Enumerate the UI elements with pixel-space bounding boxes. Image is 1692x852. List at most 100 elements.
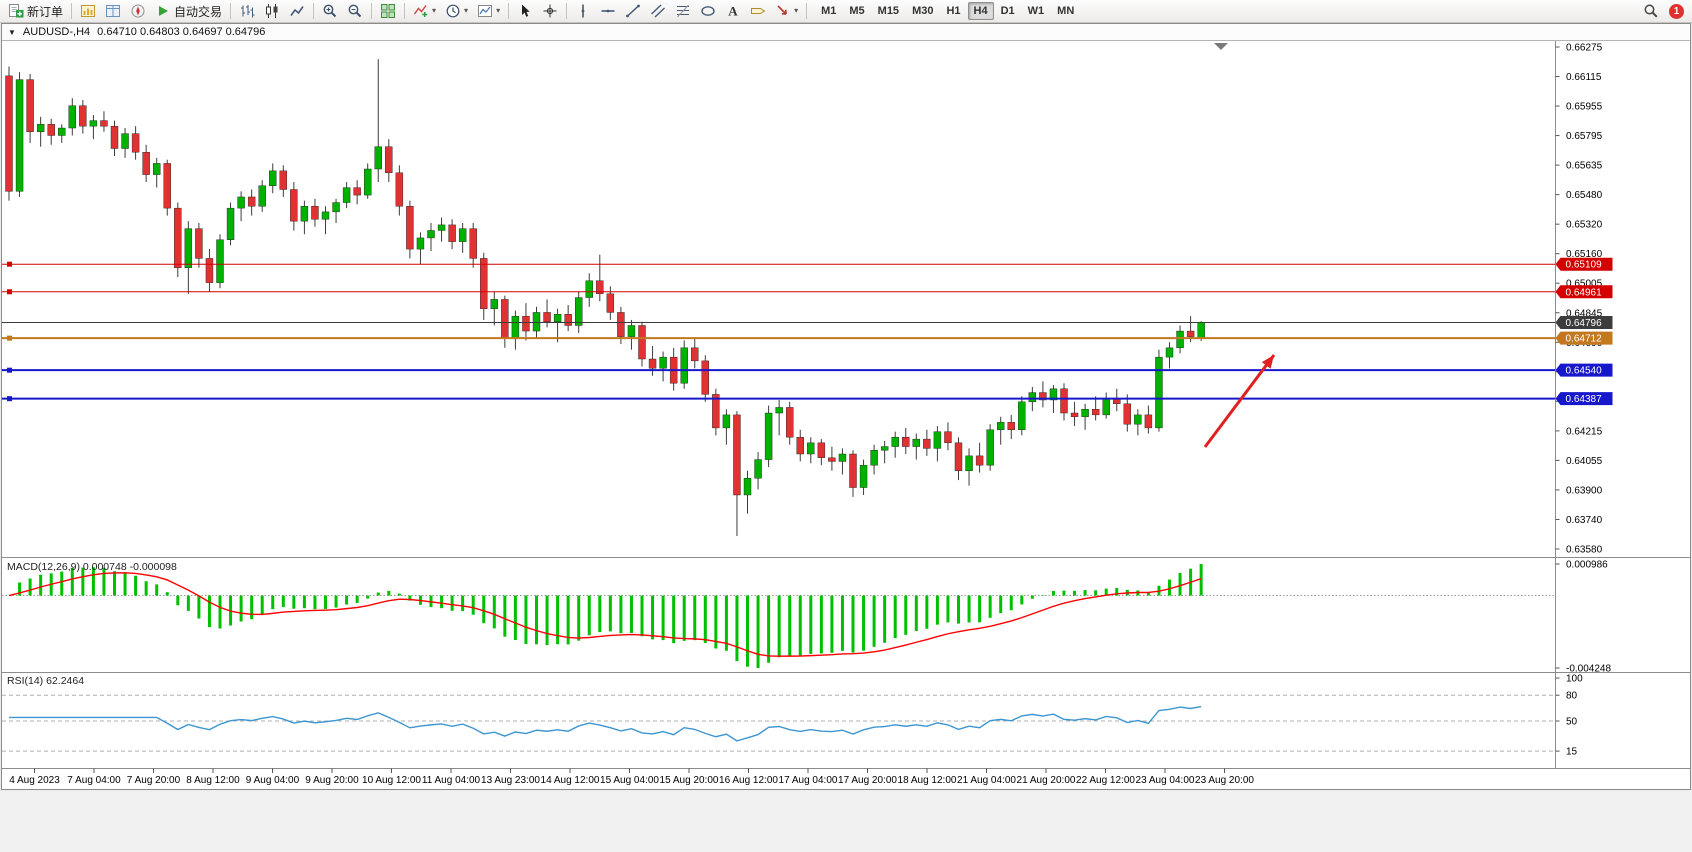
search-button[interactable] — [1639, 1, 1663, 21]
svg-text:21 Aug 20:00: 21 Aug 20:00 — [1017, 775, 1076, 786]
cursor-button[interactable] — [513, 1, 537, 21]
rsi-indicator-label: RSI(14) 62.2464 — [7, 675, 84, 687]
svg-text:0.65955: 0.65955 — [1566, 102, 1603, 113]
toolbar-separator — [313, 3, 315, 19]
svg-text:7 Aug 20:00: 7 Aug 20:00 — [127, 775, 181, 786]
shapes-button[interactable] — [696, 1, 720, 21]
trendline-icon — [625, 3, 641, 19]
toolbar-separator — [508, 3, 510, 19]
svg-text:0.64540: 0.64540 — [1566, 366, 1603, 377]
templates-icon — [477, 3, 493, 19]
svg-text:0.64845: 0.64845 — [1566, 308, 1603, 319]
trend-arrow-annotation[interactable] — [1203, 354, 1276, 448]
svg-text:0.65109: 0.65109 — [1566, 260, 1603, 271]
market-watch-button[interactable] — [101, 1, 125, 21]
periods-button[interactable]: ▾ — [441, 1, 472, 21]
timeframe-h4-button[interactable]: H4 — [967, 2, 994, 20]
toolbar-separator — [404, 3, 406, 19]
timeframe-h1-button[interactable]: H1 — [940, 2, 966, 20]
timeframe-m30-button[interactable]: M30 — [906, 2, 939, 20]
svg-text:10 Aug 12:00: 10 Aug 12:00 — [362, 775, 421, 786]
svg-text:21 Aug 04:00: 21 Aug 04:00 — [957, 775, 1016, 786]
svg-text:4 Aug 2023: 4 Aug 2023 — [9, 775, 60, 786]
equidistant-channel-button[interactable] — [646, 1, 670, 21]
zoom-out-button[interactable] — [343, 1, 367, 21]
templates-button[interactable]: ▾ — [473, 1, 504, 21]
one-click-trading-toggle-icon[interactable]: ▼ — [8, 27, 16, 37]
line-chart-type-button[interactable] — [285, 1, 309, 21]
toolbar-separator — [806, 3, 808, 19]
svg-text:100: 100 — [1566, 674, 1583, 685]
timeframe-m5-button[interactable]: M5 — [843, 2, 870, 20]
price-axis: 0.66275 0.66115 0.65955 0.65795 0.65635 0.654… — [1555, 43, 1603, 556]
periods-icon — [445, 3, 461, 19]
text-button[interactable]: A — [721, 1, 745, 21]
horizontal-line-button[interactable] — [596, 1, 620, 21]
svg-text:13 Aug 23:00: 13 Aug 23:00 — [481, 775, 540, 786]
svg-text:0.64055: 0.64055 — [1566, 456, 1603, 467]
svg-text:15 Aug 20:00: 15 Aug 20:00 — [660, 775, 719, 786]
candlestick-chart-type-button[interactable] — [260, 1, 284, 21]
tile-windows-icon — [380, 3, 396, 19]
svg-text:A: A — [728, 4, 738, 19]
chart-canvas[interactable]: 0.66275 0.66115 0.65955 0.65795 0.65635 0.654… — [2, 41, 1690, 789]
auto-trading-button[interactable]: 自动交易 — [151, 1, 226, 21]
svg-text:14 Aug 12:00: 14 Aug 12:00 — [541, 775, 600, 786]
svg-text:80: 80 — [1566, 691, 1578, 702]
timeframe-mn-button[interactable]: MN — [1051, 2, 1080, 20]
vertical-line-icon — [575, 3, 591, 19]
bar-chart-icon — [239, 3, 255, 19]
svg-text:0.66115: 0.66115 — [1566, 72, 1602, 83]
cursor-icon — [517, 3, 533, 19]
timeframe-w1-button[interactable]: W1 — [1022, 2, 1051, 20]
bar-chart-type-button[interactable] — [235, 1, 259, 21]
svg-text:50: 50 — [1566, 717, 1578, 728]
new-order-label: 新订单 — [27, 4, 64, 19]
price-lines[interactable] — [2, 261, 1555, 402]
svg-text:9 Aug 20:00: 9 Aug 20:00 — [305, 775, 359, 786]
svg-text:-0.004248: -0.004248 — [1566, 664, 1611, 675]
rsi-line — [9, 705, 1202, 742]
fibonacci-icon — [675, 3, 691, 19]
svg-text:0.64215: 0.64215 — [1566, 426, 1603, 437]
svg-text:16 Aug 12:00: 16 Aug 12:00 — [719, 775, 778, 786]
svg-text:0.65795: 0.65795 — [1566, 131, 1603, 142]
dropdown-caret-icon: ▾ — [794, 6, 799, 15]
svg-text:15: 15 — [1566, 747, 1578, 758]
dropdown-caret-icon: ▾ — [464, 6, 469, 15]
crosshair-icon — [542, 3, 558, 19]
svg-text:0.64387: 0.64387 — [1566, 394, 1603, 405]
macd-signal-line — [8, 572, 1202, 657]
timeframe-d1-button[interactable]: D1 — [995, 2, 1021, 20]
zoom-in-button[interactable] — [318, 1, 342, 21]
new-order-button[interactable]: 新订单 — [4, 1, 67, 21]
charts-icon — [80, 3, 96, 19]
svg-text:9 Aug 04:00: 9 Aug 04:00 — [246, 775, 300, 786]
notification-badge[interactable]: 1 — [1669, 3, 1684, 19]
charts-button[interactable] — [76, 1, 100, 21]
arrows-button[interactable]: ▾ — [771, 1, 802, 21]
text-icon: A — [725, 3, 741, 19]
indicators-button[interactable]: ▾ — [409, 1, 440, 21]
toolbar-separator — [566, 3, 568, 19]
dropdown-caret-icon: ▾ — [432, 6, 437, 15]
crosshair-button[interactable] — [538, 1, 562, 21]
price-level-labels: 0.65109 0.64961 0.64796 0.64712 0.64540 0.643… — [1555, 257, 1613, 406]
candlestick-chart-icon — [264, 3, 280, 19]
toolbar-separator — [230, 3, 232, 19]
chart-shift-marker[interactable] — [1214, 43, 1228, 50]
svg-text:7 Aug 04:00: 7 Aug 04:00 — [67, 775, 121, 786]
macd-axis: 0.000986 -0.004248 — [1555, 560, 1611, 675]
arrows-icon — [775, 3, 791, 19]
rsi-axis: 100 80 50 15 — [1555, 674, 1583, 758]
vertical-line-button[interactable] — [571, 1, 595, 21]
svg-text:0.64712: 0.64712 — [1566, 334, 1603, 345]
navigator-button[interactable] — [126, 1, 150, 21]
svg-text:0.64796: 0.64796 — [1566, 318, 1603, 329]
fibonacci-button[interactable] — [671, 1, 695, 21]
text-label-button[interactable] — [746, 1, 770, 21]
timeframe-m1-button[interactable]: M1 — [815, 2, 842, 20]
trendline-button[interactable] — [621, 1, 645, 21]
timeframe-m15-button[interactable]: M15 — [872, 2, 905, 20]
tile-windows-button[interactable] — [376, 1, 400, 21]
